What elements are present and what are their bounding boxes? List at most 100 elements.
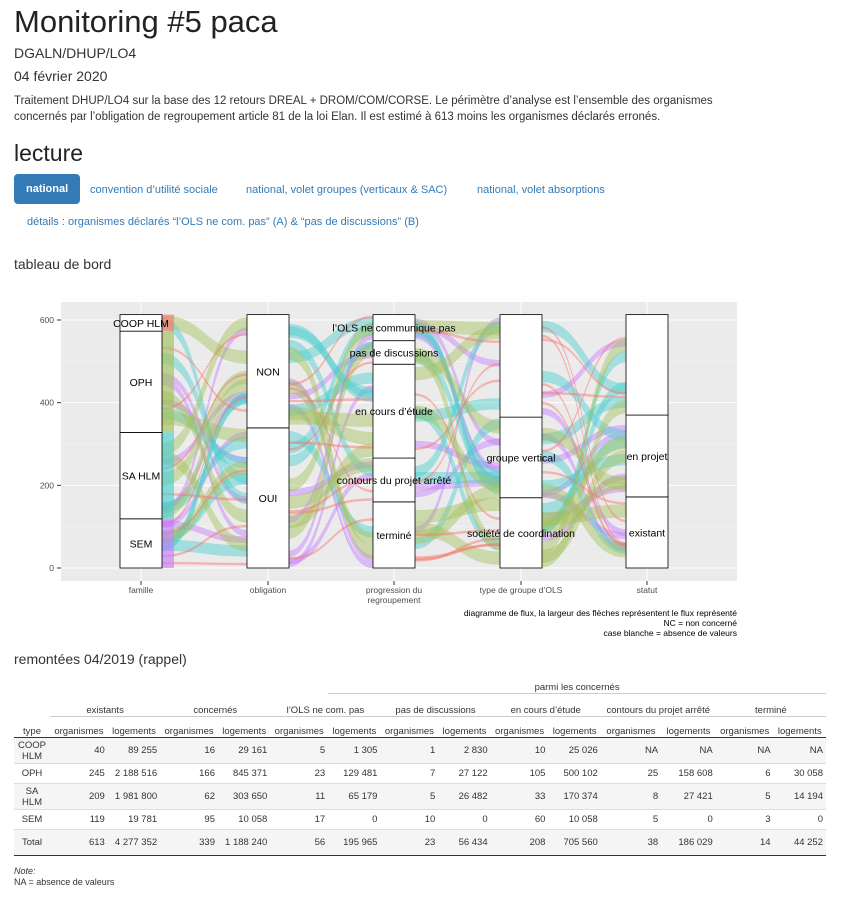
column-header-logements: logements bbox=[218, 716, 271, 738]
group-header: l’OLS ne com. pas bbox=[270, 693, 381, 717]
stratum-label: en cours d’étude bbox=[355, 406, 433, 418]
dashboard-title: tableau de bord bbox=[14, 256, 112, 272]
table-cell: 1 bbox=[430, 745, 436, 756]
table-cell: 10 058 bbox=[238, 814, 268, 825]
stratum-box bbox=[625, 496, 669, 569]
stratum-box bbox=[119, 518, 163, 569]
table-cell: 5 bbox=[430, 791, 436, 802]
table-cell: 17 bbox=[314, 814, 326, 825]
table-cell: 14 bbox=[760, 837, 771, 848]
table-cell: 2 188 516 bbox=[114, 768, 158, 779]
tab-national[interactable]: national bbox=[14, 174, 81, 204]
page-description: Traitement DHUP/LO4 sur la base des 12 r… bbox=[14, 95, 713, 123]
table-cell: 158 608 bbox=[678, 768, 713, 779]
page-date: 04 février 2020 bbox=[14, 68, 108, 84]
table-cell: 613 bbox=[88, 837, 105, 848]
alluvial-chart: SEM SA HLM OPH COOP HLM OUI NON terminé contour… bbox=[40, 302, 738, 638]
note-text: NA = absence de valeurs bbox=[14, 877, 115, 887]
tab-volet-groupes[interactable]: national, volet groupes (verticaux & SAC… bbox=[246, 184, 448, 196]
flow-origin bbox=[162, 432, 174, 519]
x-tick-label: famille bbox=[129, 585, 154, 595]
summary-table: parmi les concernés existants concernés … bbox=[14, 675, 826, 856]
column-header-organismes: organismes bbox=[600, 716, 662, 738]
table-cell: 56 434 bbox=[458, 837, 488, 848]
flow-origin bbox=[162, 314, 174, 332]
tab-volet-absorptions[interactable]: national, volet absorptions bbox=[477, 184, 605, 196]
row-type: OPH bbox=[21, 768, 43, 779]
table-cell: 245 bbox=[88, 768, 105, 779]
chart-caption: NC = non concerné bbox=[664, 618, 738, 628]
table-cell: 89 255 bbox=[128, 745, 158, 756]
table-cell: NA bbox=[644, 745, 659, 756]
column-header-logements: logements bbox=[328, 716, 381, 738]
table-cell: 44 252 bbox=[793, 837, 823, 848]
stratum-box bbox=[625, 314, 669, 416]
stratum-box bbox=[246, 314, 290, 429]
stratum-label: terminé bbox=[376, 530, 411, 542]
stratum-box bbox=[372, 314, 416, 342]
row-type: Total bbox=[21, 837, 43, 848]
table-cell: 195 965 bbox=[343, 837, 378, 848]
column-header-logements: logements bbox=[107, 716, 161, 738]
table-row: COOP HLM 40 89 255 16 29 161 5 1 305 1 2 830 10 25… bbox=[14, 737, 826, 764]
table-top-header: parmi les concernés bbox=[328, 675, 826, 694]
column-header-organismes: organismes bbox=[380, 716, 439, 738]
flow-origin bbox=[162, 331, 174, 433]
table-cell: 25 026 bbox=[568, 745, 598, 756]
stratum-label: groupe vertical bbox=[487, 452, 556, 464]
table-cell: 1 188 240 bbox=[225, 837, 268, 848]
stratum-box bbox=[499, 314, 543, 418]
table-row: SA HLM 209 1 981 800 62 303 650 11 65 179 5 26 4… bbox=[14, 783, 826, 810]
table-cell: 1 305 bbox=[353, 745, 378, 756]
table-row: Total 613 4 277 352 339 1 188 240 56 195 965 23… bbox=[14, 829, 826, 856]
group-header: en cours d’étude bbox=[490, 693, 601, 717]
column-header-organismes: organismes bbox=[270, 716, 329, 738]
row-type: SA HLM bbox=[21, 785, 43, 808]
table-cell: 208 bbox=[529, 837, 546, 848]
row-type: SEM bbox=[21, 814, 43, 825]
x-tick-label: type de groupe d’OLS bbox=[480, 585, 563, 595]
table-cell: 0 bbox=[817, 814, 823, 825]
chart-caption: case blanche = absence de valeurs bbox=[604, 628, 738, 638]
table-cell: 500 102 bbox=[563, 768, 598, 779]
table-note: Note: NA = absence de valeurs bbox=[14, 866, 114, 888]
y-tick-label: 400 bbox=[40, 398, 54, 408]
tab-convention[interactable]: convention d’utilité sociale bbox=[90, 184, 218, 196]
table-cell: 0 bbox=[372, 814, 378, 825]
group-header: existants bbox=[50, 693, 161, 717]
tab-details[interactable]: détails : organismes déclarés “l’OLS ne … bbox=[27, 216, 419, 228]
table-cell: 119 bbox=[89, 814, 105, 825]
table-cell: 339 bbox=[199, 837, 215, 848]
table-cell: 62 bbox=[204, 791, 215, 802]
stratum-label: SA HLM bbox=[122, 471, 161, 483]
table-cell: 16 bbox=[204, 745, 215, 756]
section-title: lecture bbox=[14, 140, 84, 166]
stratum-box bbox=[246, 427, 290, 569]
stratum-label: OUI bbox=[259, 493, 278, 505]
stratum-label: pas de discussions bbox=[350, 347, 439, 359]
table-cell: 40 bbox=[94, 745, 105, 756]
column-header-type: type bbox=[14, 716, 50, 738]
table-cell: NA bbox=[699, 745, 713, 756]
flow-origin bbox=[162, 518, 174, 568]
x-tick-label: statut bbox=[637, 585, 658, 595]
table-row: OPH 245 2 188 516 166 845 371 23 129 481 7 27 12… bbox=[14, 764, 826, 784]
table-cell: 27 122 bbox=[458, 768, 488, 779]
table-cell: 11 bbox=[315, 791, 326, 802]
table-cell: 26 482 bbox=[458, 791, 488, 802]
y-tick-label: 600 bbox=[40, 315, 54, 325]
table-cell: 8 bbox=[652, 791, 659, 802]
table-cell: 29 161 bbox=[238, 745, 268, 756]
table-title: remontées 04/2019 (rappel) bbox=[14, 651, 187, 667]
table-cell: 10 058 bbox=[568, 814, 598, 825]
stratum-box bbox=[499, 497, 543, 569]
stratum-box bbox=[372, 457, 416, 503]
table-cell: 0 bbox=[482, 814, 488, 825]
table-cell: 166 bbox=[199, 768, 215, 779]
note-label: Note: bbox=[14, 866, 36, 876]
row-type: COOP HLM bbox=[18, 739, 46, 762]
x-tick-label: progression du bbox=[366, 585, 423, 595]
table-cell: 4 277 352 bbox=[114, 837, 158, 848]
stratum-label: contours du projet arrêté bbox=[337, 475, 452, 487]
table-cell: 95 bbox=[204, 814, 215, 825]
